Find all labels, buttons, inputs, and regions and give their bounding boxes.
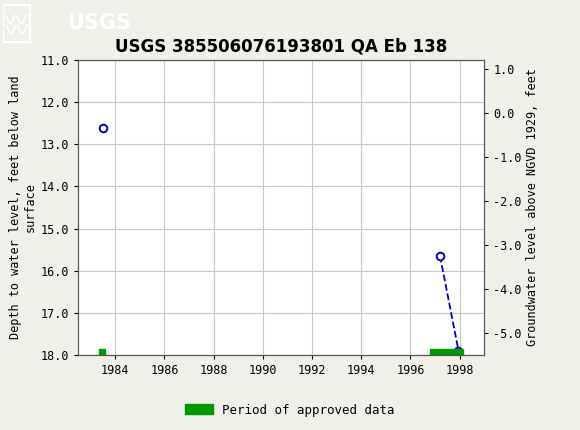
Bar — [430, 349, 463, 355]
Bar — [3, 5, 30, 42]
Y-axis label: Groundwater level above NGVD 1929, feet: Groundwater level above NGVD 1929, feet — [526, 68, 539, 347]
Text: USGS: USGS — [67, 12, 130, 33]
Y-axis label: Depth to water level, feet below land
surface: Depth to water level, feet below land su… — [9, 76, 37, 339]
Title: USGS 385506076193801 QA Eb 138: USGS 385506076193801 QA Eb 138 — [115, 38, 447, 56]
Legend: Period of approved data: Period of approved data — [180, 399, 400, 421]
Bar — [99, 349, 106, 355]
